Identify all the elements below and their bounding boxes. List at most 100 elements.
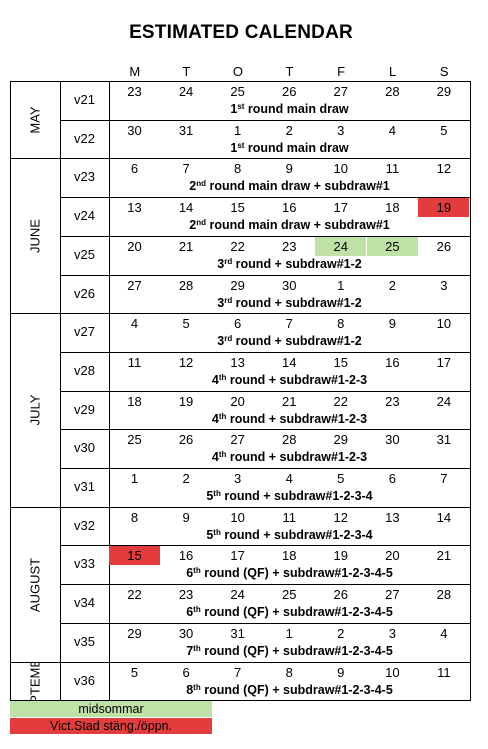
week-number: v25 [74, 246, 95, 262]
day-cell: 25 [366, 236, 418, 256]
day-cell: 1 [285, 625, 293, 641]
round-ordinal: 3 [217, 256, 225, 271]
grid-line [60, 275, 470, 276]
round-ordinal-suffix: th [218, 372, 227, 382]
day-cell: 19 [418, 198, 470, 218]
day-cell: 7 [440, 471, 448, 486]
day-cell: 13 [230, 354, 245, 370]
round-description: 1st round main draw [109, 101, 470, 118]
day-header: T [182, 64, 191, 79]
round-description: 6th round (QF) + subdraw#1-2-3-4-5 [109, 604, 470, 621]
month-label-text: JUNE [27, 219, 43, 254]
day-cell: 22 [127, 587, 142, 603]
day-cell: 4 [285, 471, 293, 486]
round-text: round main draw [244, 140, 349, 155]
day-cell: 9 [285, 161, 293, 177]
week-number: v31 [74, 479, 95, 494]
round-text: round + subdraw#1-2 [232, 295, 362, 310]
day-cell: 2 [388, 277, 396, 293]
day-cell: 1 [130, 471, 139, 486]
day-cell: 23 [385, 393, 400, 409]
round-text: round (QF) + subdraw#1-2-3-4-5 [200, 605, 393, 620]
day-cell: 5 [440, 122, 448, 138]
day-header: L [389, 64, 397, 79]
day-cell: 25 [230, 84, 245, 99]
round-ordinal-suffix: st [237, 102, 245, 111]
day-cell: 14 [281, 354, 297, 370]
day-cell: 9 [388, 316, 396, 332]
round-ordinal: 1 [230, 140, 238, 155]
grid-line [60, 236, 470, 237]
round-description: 2nd round main draw + subdraw#1 [109, 217, 470, 234]
month-label-text: MAY [27, 106, 43, 134]
round-ordinal-suffix: rd [224, 256, 233, 266]
day-cell: 8 [285, 664, 293, 680]
day-cell: 8 [337, 316, 345, 332]
round-ordinal-suffix: th [193, 682, 201, 692]
round-text: round (QF) + subdraw#1-2-3-4-5 [200, 643, 393, 658]
month-label: JULY [10, 314, 60, 507]
round-ordinal-suffix: nd [196, 218, 206, 228]
grid-line [10, 158, 470, 159]
day-cell: 27 [333, 84, 348, 99]
day-cell: 2 [337, 625, 345, 641]
grid-line [60, 545, 470, 546]
day-header: S [439, 64, 449, 79]
day-cell: 30 [281, 277, 297, 293]
day-cell: 7 [234, 664, 242, 680]
day-header: O [232, 64, 243, 79]
week-number: v29 [74, 401, 95, 417]
month-label-text: JULY [27, 395, 43, 426]
grid-line [60, 623, 470, 624]
week-number: v32 [74, 517, 95, 533]
day-cell: 4 [388, 122, 396, 138]
day-cell: 29 [230, 277, 245, 293]
day-cell: 5 [182, 316, 190, 332]
round-text: round + subdraw#1-2-3-4 [220, 489, 373, 503]
day-cell: 8 [130, 509, 139, 525]
week-number: v23 [74, 169, 95, 185]
round-description: 6th round (QF) + subdraw#1-2-3-4-5 [109, 565, 470, 582]
day-cell: 26 [333, 587, 348, 603]
day-cell: 15 [109, 546, 160, 566]
grid-line [10, 81, 11, 701]
day-header: F [337, 64, 346, 79]
day-cell: 29 [436, 84, 452, 99]
week-number: v21 [74, 92, 95, 107]
month-label: MAY [10, 82, 60, 158]
day-cell: 8 [234, 161, 242, 177]
day-cell: 5 [130, 664, 139, 680]
week-number: v36 [74, 672, 95, 688]
round-text: round main draw + subdraw#1 [206, 179, 390, 194]
day-cell: 27 [230, 432, 245, 448]
day-cell: 26 [281, 84, 297, 99]
round-text: round + subdraw#1-2 [232, 256, 362, 271]
round-description: 1st round main draw [109, 140, 470, 157]
day-cell: 11 [282, 509, 296, 525]
day-cell: 5 [337, 471, 345, 486]
month-label: JUNE [10, 159, 60, 313]
day-cell: 16 [178, 548, 194, 564]
day-cell: 28 [385, 84, 400, 99]
day-cell: 29 [127, 625, 142, 641]
round-ordinal-suffix: th [218, 450, 227, 460]
day-cell: 21 [281, 393, 297, 409]
grid-line [60, 352, 470, 353]
round-ordinal-suffix: th [213, 489, 221, 498]
grid-line [470, 81, 471, 701]
month-label: SEPTEMBER [10, 663, 60, 701]
round-text: round main draw + subdraw#1 [206, 218, 390, 233]
day-cell: 28 [178, 277, 194, 293]
round-ordinal-suffix: th [193, 566, 201, 576]
round-ordinal: 6 [186, 566, 194, 581]
round-text: round + subdraw#1-2 [232, 334, 362, 349]
grid-line [10, 313, 470, 314]
round-description: 5th round + subdraw#1-2-3-4 [109, 488, 470, 505]
day-cell: 6 [130, 161, 139, 177]
day-cell: 6 [234, 316, 242, 332]
day-cell: 23 [178, 587, 194, 603]
round-ordinal: 3 [217, 334, 225, 349]
grid-line [60, 197, 470, 198]
day-cell: 12 [333, 509, 348, 525]
